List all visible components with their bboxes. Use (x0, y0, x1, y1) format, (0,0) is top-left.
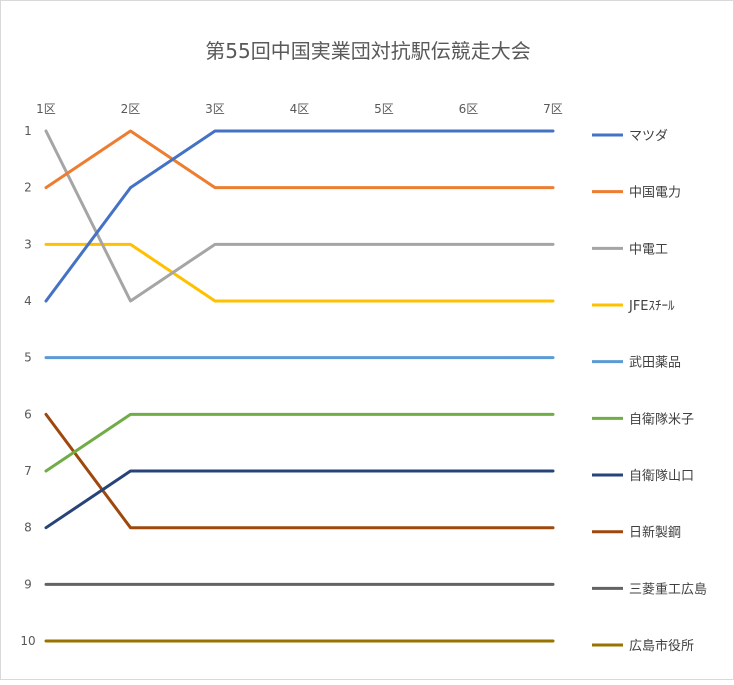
series-line (44, 129, 555, 303)
x-tick-label: 5区 (374, 102, 394, 116)
legend-label: 三菱重工広島 (629, 581, 707, 597)
series-line (44, 129, 555, 190)
series-lines (44, 129, 555, 643)
legend-label: 中電工 (629, 242, 668, 257)
legend-label: マツダ (629, 129, 668, 144)
series-line (44, 412, 555, 473)
series-line (44, 469, 555, 530)
legend-label: 自衛隊米子 (629, 411, 694, 427)
x-tick-label: 7区 (543, 102, 563, 116)
legend-label: 自衛隊山口 (629, 468, 694, 484)
y-tick-label: 4 (24, 294, 32, 308)
x-tick-label: 2区 (121, 102, 141, 116)
chart-title: 第55回中国実業団対抗駅伝競走大会 (205, 39, 530, 63)
x-tick-label: 4区 (290, 102, 310, 116)
y-tick-label: 1 (24, 124, 32, 138)
y-axis-tick-labels: 1 2 3 4 5 6 7 8 9 10 (20, 124, 35, 648)
legend-label: 中国電力 (629, 186, 681, 201)
x-tick-label: 6区 (459, 102, 479, 116)
series-line (44, 412, 555, 530)
y-tick-label: 7 (24, 464, 32, 478)
y-tick-label: 6 (24, 407, 32, 421)
legend-label: 日新製鋼 (629, 525, 681, 541)
x-axis-tick-labels: 1区 2区 3区 4区 5区 6区 7区 (36, 102, 563, 116)
y-tick-label: 8 (24, 521, 32, 535)
y-tick-label: 10 (20, 634, 35, 648)
y-tick-label: 5 (24, 351, 32, 365)
x-tick-label: 3区 (205, 102, 225, 116)
series-line (44, 242, 555, 303)
y-tick-label: 9 (24, 577, 32, 591)
x-tick-label: 1区 (36, 102, 56, 116)
legend-label: 広島市役所 (629, 638, 694, 654)
series-line (44, 129, 555, 303)
y-tick-label: 3 (24, 237, 32, 251)
y-tick-label: 2 (24, 181, 32, 195)
legend-label: 武田薬品 (629, 356, 681, 371)
legend-label: JFEｽﾁｰﾙ (628, 299, 675, 314)
